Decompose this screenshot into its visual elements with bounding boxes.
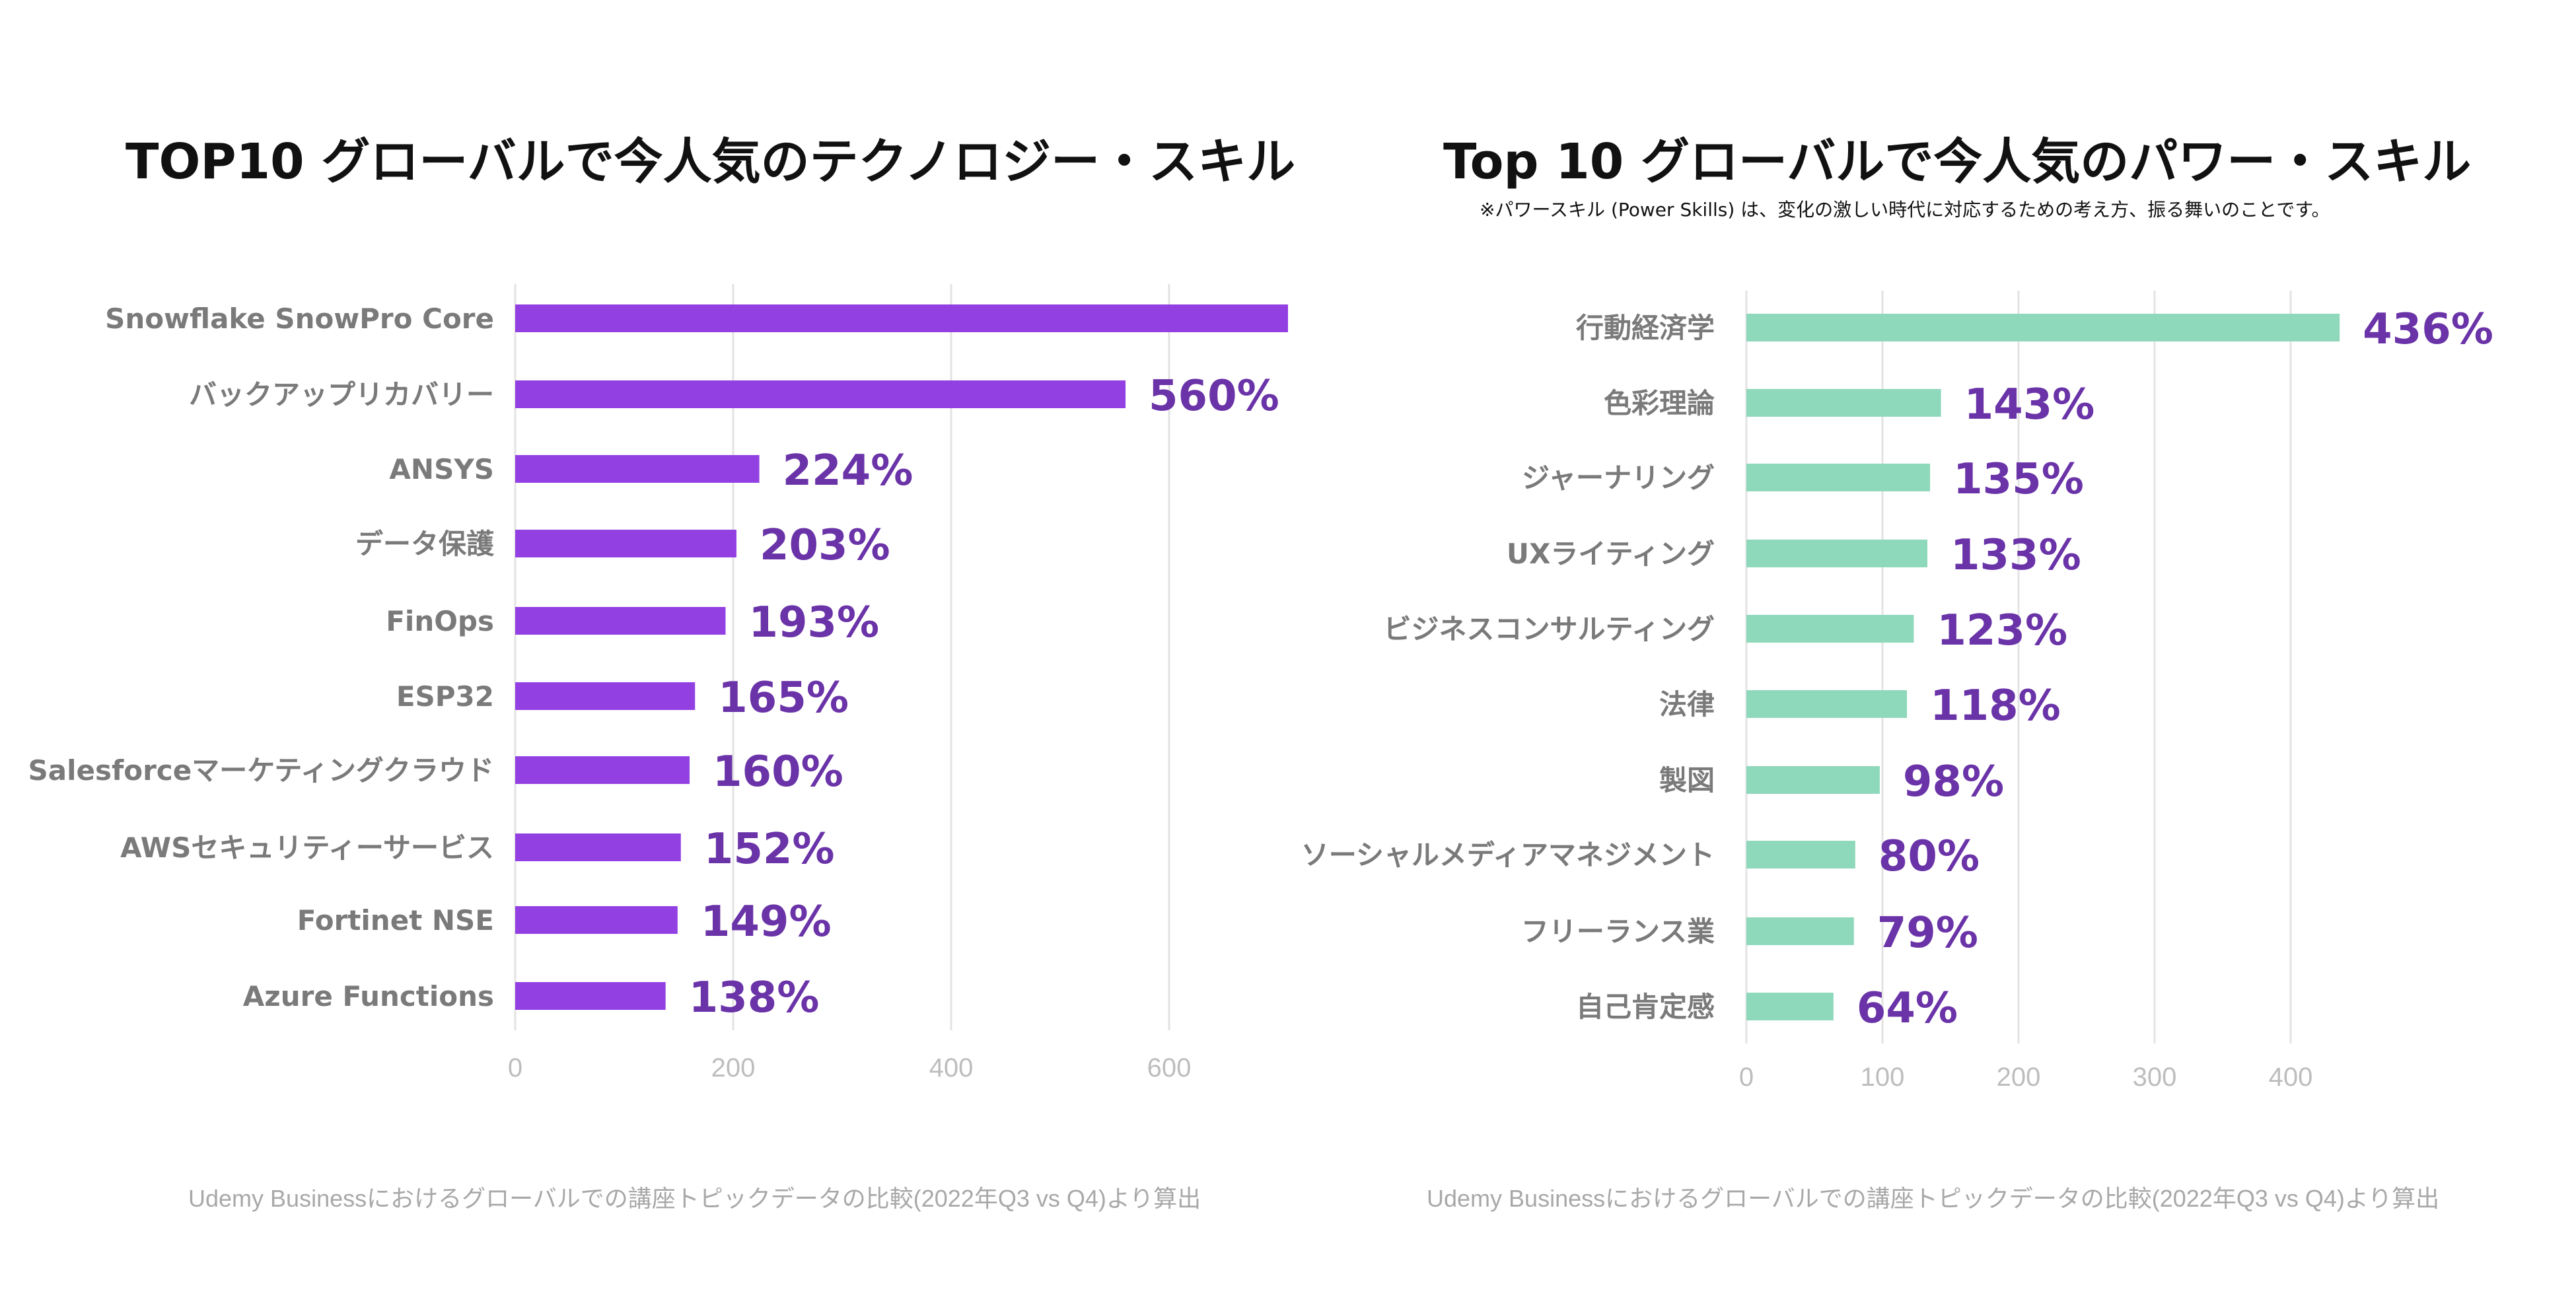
- power-value-label: 436%: [2363, 305, 2493, 354]
- power-bar: [1746, 389, 1941, 417]
- tech-category-label: Snowflake SnowPro Core: [105, 302, 494, 335]
- tech-category-label: Salesforceマーケティングクラウド: [28, 754, 495, 787]
- power-axis-tick-label: 400: [2269, 1063, 2313, 1092]
- power-category-label: ビジネスコンサルティング: [1384, 613, 1715, 645]
- power-value-label: 133%: [1950, 531, 2081, 580]
- power-category-label: 法律: [1659, 688, 1715, 721]
- tech-bar: [515, 455, 760, 483]
- power-bar: [1746, 615, 1914, 643]
- tech-category-label: Fortinet NSE: [297, 904, 494, 937]
- power-bar: [1746, 690, 1908, 718]
- power-category-label: 製図: [1659, 764, 1715, 797]
- chart2-title: Top 10 グローバルで今人気のパワー・スキル: [1443, 133, 2472, 190]
- power-value-label: 143%: [1964, 380, 2095, 429]
- tech-bar: [515, 982, 666, 1010]
- tech-category-label: AWSセキュリティーサービス: [120, 832, 494, 864]
- power-bar: [1746, 993, 1834, 1020]
- tech-value-label: 138%: [689, 974, 820, 1022]
- power-axis-tick-label: 100: [1861, 1063, 1905, 1092]
- tech-bar: [515, 530, 736, 557]
- tech-category-label: データ保護: [355, 528, 495, 560]
- power-bar: [1746, 917, 1854, 945]
- tech-bar: [515, 607, 726, 635]
- power-category-label: ジャーナリング: [1522, 462, 1715, 494]
- power-bar: [1746, 464, 1931, 491]
- chart1-title: TOP10 グローバルで今人気のテクノロジー・スキル: [125, 133, 1296, 190]
- tech-bar: [515, 756, 690, 784]
- power-bar: [1746, 766, 1880, 794]
- power-category-label: 自己肯定感: [1576, 991, 1715, 1023]
- tech-bar: [515, 833, 681, 861]
- tech-value-label: 165%: [718, 674, 849, 723]
- tech-category-label: ANSYS: [389, 453, 494, 485]
- tech-value-label: 149%: [701, 898, 832, 946]
- power-value-label: 118%: [1930, 682, 2061, 730]
- tech-value-label: 203%: [760, 521, 890, 570]
- power-category-label: UXライティング: [1507, 538, 1715, 570]
- power-category-label: 行動経済学: [1576, 312, 1715, 344]
- tech-bar: [515, 304, 1288, 332]
- power-axis-tick-label: 200: [1997, 1063, 2041, 1092]
- tech-axis-tick-label: 600: [1147, 1053, 1192, 1082]
- tech-bar: [515, 682, 696, 710]
- power-bar: [1746, 540, 1927, 567]
- chart2-source: Udemy Businessにおけるグローバルでの講座トピックデータの比較(20…: [1427, 1185, 2440, 1212]
- tech-bar: [515, 906, 678, 934]
- tech-value-label: 193%: [748, 598, 879, 647]
- power-axis-tick-label: 0: [1739, 1063, 1754, 1092]
- power-skills-note: ※パワースキル (Power Skills) は、変化の激しい時代に対応するため…: [1480, 199, 2330, 221]
- power-axis-tick-label: 300: [2133, 1063, 2177, 1092]
- power-bar: [1746, 314, 2340, 341]
- tech-value-label: 152%: [704, 825, 835, 874]
- chart1-source: Udemy Businessにおけるグローバルでの講座トピックデータの比較(20…: [188, 1185, 1201, 1212]
- tech-category-label: バックアップリカバリー: [189, 378, 494, 411]
- power-value-label: 79%: [1877, 909, 1978, 958]
- tech-value-label: 224%: [783, 446, 913, 495]
- tech-value-label: 560%: [1149, 372, 1279, 421]
- power-value-label: 123%: [1937, 606, 2067, 655]
- power-value-label: 135%: [1953, 455, 2084, 504]
- tech-value-label: 160%: [713, 748, 843, 797]
- tech-axis-tick-label: 400: [929, 1053, 974, 1082]
- tech-axis-tick-label: 0: [508, 1053, 522, 1082]
- power-bar: [1746, 841, 1855, 868]
- tech-category-label: FinOps: [386, 605, 494, 637]
- tech-category-label: ESP32: [396, 680, 494, 713]
- power-value-label: 98%: [1903, 758, 2004, 806]
- power-value-label: 64%: [1857, 984, 1958, 1033]
- power-category-label: ソーシャルメディアマネジメント: [1301, 839, 1715, 871]
- tech-category-label: Azure Functions: [243, 980, 494, 1012]
- tech-bar: [515, 380, 1126, 408]
- power-category-label: 色彩理論: [1604, 387, 1715, 419]
- technology-skills-chart: 02004006008001000Snowflake SnowPro Core1…: [28, 284, 1288, 1082]
- power-value-label: 80%: [1878, 832, 1980, 881]
- power-category-label: フリーランス業: [1521, 915, 1715, 948]
- tech-axis-tick-label: 200: [711, 1053, 756, 1082]
